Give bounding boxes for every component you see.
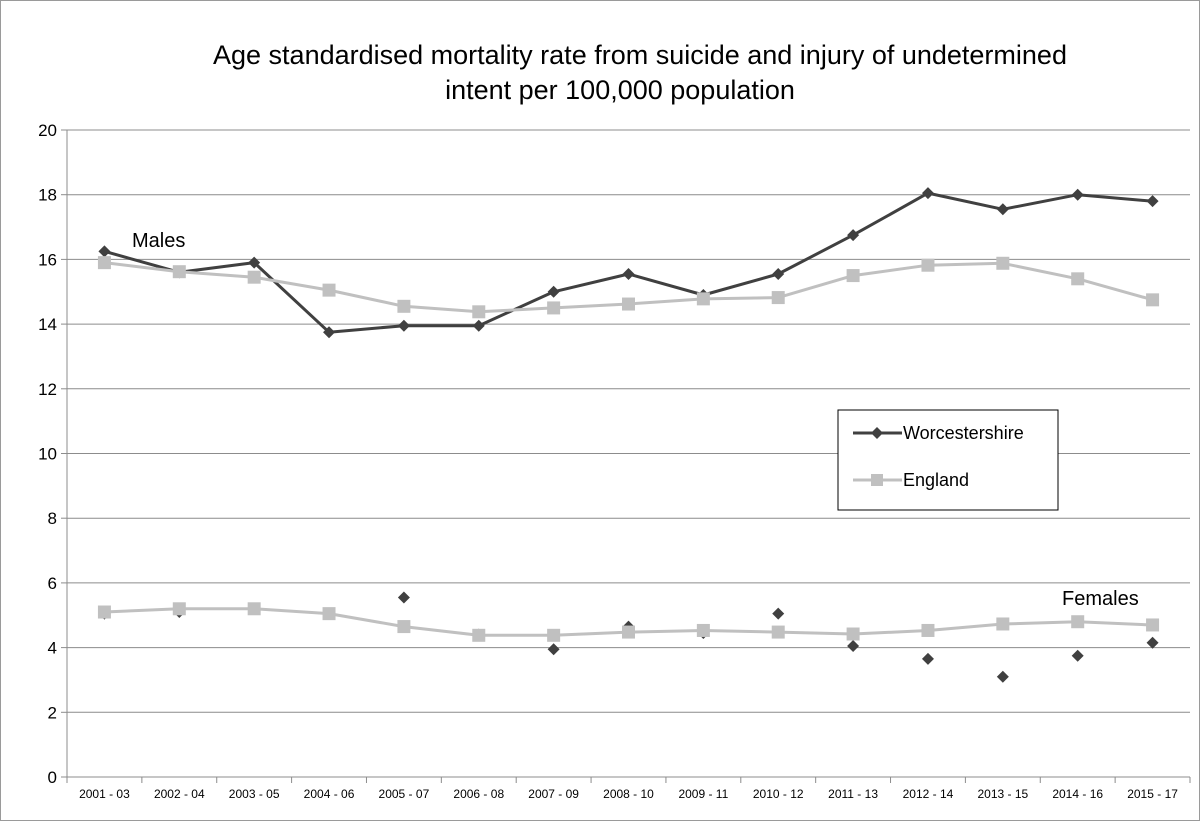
data-point-england-females (97, 605, 111, 619)
x-tick-label: 2009 - 11 (678, 787, 728, 801)
x-tick-label: 2013 - 15 (977, 787, 1028, 801)
data-point-england-males (97, 256, 111, 270)
x-tick-label: 2004 - 06 (304, 787, 355, 801)
x-tick-label: 2008 - 10 (603, 787, 654, 801)
y-tick-label: 0 (48, 768, 57, 787)
y-tick-label: 10 (38, 445, 57, 464)
data-point-worcestershire-females (397, 591, 410, 604)
data-point-worcestershire-females (1071, 649, 1084, 662)
data-point-worcestershire-females (547, 643, 560, 656)
x-tick-label: 2007 - 09 (528, 787, 579, 801)
y-tick-label: 20 (38, 121, 57, 140)
data-point-england-females (322, 607, 336, 621)
data-point-england-females (622, 625, 635, 639)
data-point-worcestershire-males (323, 326, 336, 339)
x-tick-label: 2014 - 16 (1052, 787, 1103, 801)
y-tick-label: 16 (38, 250, 57, 269)
legend-box (837, 409, 1059, 511)
data-point-england-females (247, 602, 261, 616)
y-tick-label: 2 (48, 703, 57, 722)
data-point-england-females (1146, 618, 1160, 632)
data-point-worcestershire-males (397, 319, 410, 332)
data-point-england-females (696, 623, 710, 637)
y-tick-label: 4 (48, 639, 57, 658)
data-point-england-males (996, 256, 1010, 270)
series-markers (97, 187, 1160, 683)
data-point-worcestershire-males (921, 187, 934, 200)
legend-england-label: England (903, 470, 969, 490)
data-point-england-females (921, 623, 935, 637)
data-point-worcestershire-males (996, 203, 1009, 216)
data-point-england-females (547, 628, 561, 642)
y-tick-label: 8 (48, 509, 57, 528)
x-tick-label: 2006 - 08 (453, 787, 504, 801)
gridlines (67, 129, 1190, 713)
data-point-worcestershire-females (996, 670, 1009, 683)
x-tick-label: 2002 - 04 (154, 787, 205, 801)
data-point-worcestershire-females (1146, 636, 1159, 649)
data-point-worcestershire-males (472, 319, 485, 332)
data-point-england-males (1071, 272, 1085, 286)
chart-title-line-2: intent per 100,000 population (445, 75, 795, 105)
y-tick-label: 14 (38, 315, 57, 334)
data-point-worcestershire-females (772, 607, 785, 620)
data-point-england-males (921, 258, 935, 272)
y-tick-label: 12 (38, 380, 57, 399)
data-point-england-males (322, 283, 336, 297)
data-point-england-females (771, 625, 785, 639)
data-point-england-females (996, 617, 1010, 631)
data-point-england-males (696, 292, 710, 306)
data-point-worcestershire-males (622, 267, 635, 280)
data-point-england-females (397, 620, 411, 634)
x-tick-label: 2012 - 14 (903, 787, 954, 801)
legend-worcestershire-label: Worcestershire (903, 423, 1024, 443)
data-point-worcestershire-males (1071, 188, 1084, 201)
chart-title-line-1: Age standardised mortality rate from sui… (213, 40, 1067, 70)
data-point-worcestershire-males (98, 245, 111, 258)
data-point-england-males (846, 269, 860, 283)
legend-worcestershire-marker (871, 427, 883, 439)
x-axis-ticks: 2001 - 03 2002 - 04 2003 - 05 2004 - 06 2005… (66, 777, 1191, 801)
data-point-england-males (397, 299, 411, 313)
data-point-worcestershire-males (547, 285, 560, 298)
x-tick-label: 2003 - 05 (229, 787, 280, 801)
x-tick-label: 2010 - 12 (753, 787, 804, 801)
males-annotation: Males (132, 230, 185, 252)
y-tick-label: 6 (48, 574, 57, 593)
data-point-england-males (247, 270, 261, 284)
data-point-england-females (846, 627, 860, 641)
data-point-england-males (547, 301, 561, 315)
x-tick-label: 2001 - 03 (79, 787, 130, 801)
legend: Worcestershire England (837, 409, 1059, 511)
x-tick-label: 2005 - 07 (379, 787, 430, 801)
data-point-england-males (472, 305, 486, 319)
x-tick-label: 2011 - 13 (828, 787, 878, 801)
females-annotation: Females (1062, 588, 1139, 610)
data-point-worcestershire-males (248, 256, 261, 269)
legend-england-marker (871, 474, 883, 486)
y-axis-ticks: 0 2 4 6 8 10 12 14 16 18 20 (38, 121, 67, 787)
data-point-england-females (172, 602, 186, 616)
data-point-england-males (1146, 293, 1160, 307)
data-point-england-females (1071, 615, 1085, 629)
data-point-england-males (172, 265, 186, 279)
data-point-worcestershire-females (921, 652, 934, 665)
data-point-worcestershire-males (772, 267, 785, 280)
data-point-england-males (622, 297, 635, 311)
data-point-england-females (472, 628, 486, 642)
y-tick-label: 18 (38, 186, 57, 205)
x-tick-label: 2015 - 17 (1127, 787, 1178, 801)
data-point-worcestershire-males (1146, 195, 1159, 208)
data-point-england-males (771, 291, 785, 305)
data-point-worcestershire-males (847, 229, 860, 242)
data-point-worcestershire-females (847, 639, 860, 652)
